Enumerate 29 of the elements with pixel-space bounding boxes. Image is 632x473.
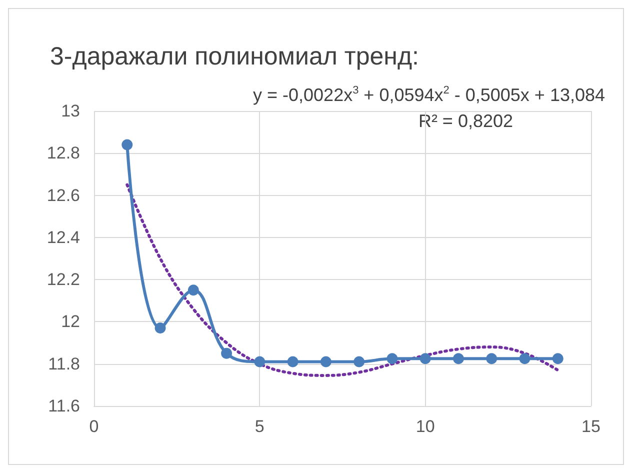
line-series <box>126 183 560 377</box>
point <box>320 356 332 368</box>
point <box>254 356 266 368</box>
point <box>452 353 464 364</box>
point <box>221 348 232 359</box>
x-tick-label: 15 <box>582 417 600 436</box>
y-tick-label: 11.8 <box>48 354 80 374</box>
point <box>188 284 199 296</box>
point <box>287 356 298 368</box>
x-tick-label: 10 <box>416 417 435 436</box>
y-tick-label: 11.6 <box>48 396 80 416</box>
point <box>420 353 431 364</box>
x-tick-label: 5 <box>254 417 264 436</box>
point <box>122 139 133 150</box>
y-tick-label: 12 <box>61 312 80 332</box>
y-tick-label: 12.8 <box>46 144 80 163</box>
y-tick-label: 12.2 <box>46 270 80 290</box>
annotation: R² = 0,8202 <box>418 111 513 131</box>
y-tick-label: 12.6 <box>46 186 80 205</box>
y-tick-label: 13 <box>61 102 80 120</box>
point <box>354 356 365 368</box>
point <box>154 322 166 334</box>
y-tick-label: 12.4 <box>46 228 80 247</box>
point <box>386 353 398 364</box>
point <box>486 353 498 364</box>
x-tick-label: 0 <box>89 417 99 436</box>
chart-title: 3-даражали полиномиал тренд: <box>50 42 419 70</box>
point <box>519 353 530 364</box>
point <box>552 353 564 364</box>
